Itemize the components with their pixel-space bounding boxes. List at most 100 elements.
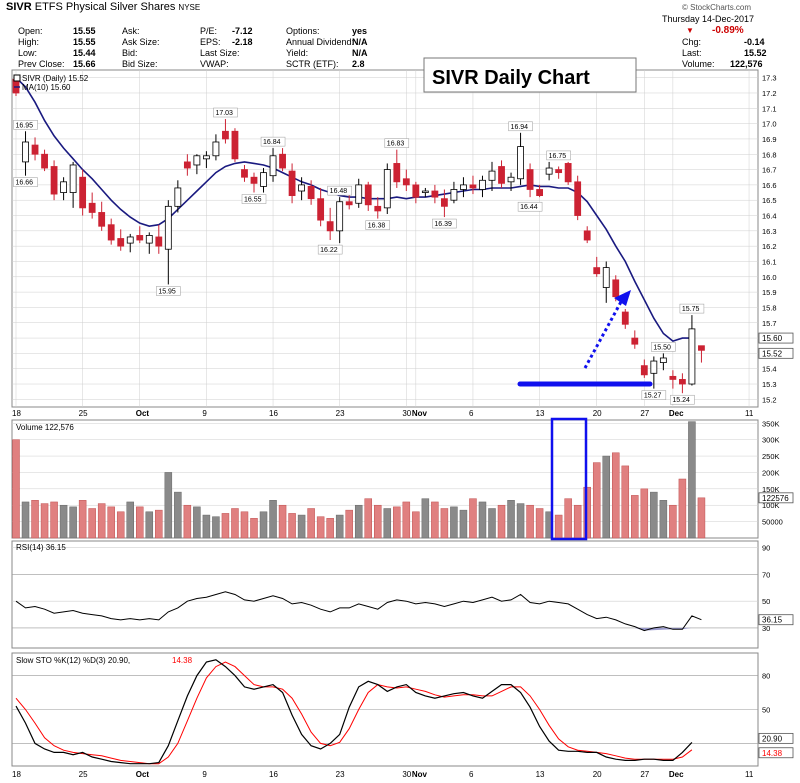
candle-body <box>88 202 96 213</box>
sto-k-line <box>15 659 693 765</box>
candle-body <box>555 169 563 174</box>
x-axis-label: Nov <box>412 770 428 779</box>
ma-last-tag-box <box>758 332 794 344</box>
candle-body <box>621 311 629 325</box>
volume-bar <box>307 508 315 539</box>
volume-bar <box>78 500 87 539</box>
volume-bar <box>631 495 639 539</box>
x-axis-label: 6 <box>469 770 474 779</box>
price-value-label: 16.48 <box>330 188 348 195</box>
volume-last-tag: 122576 <box>762 494 789 503</box>
ma-legend: MA(10) 15.60 <box>22 83 71 92</box>
x-axis-label: 18 <box>12 770 21 779</box>
x-axis-label: Oct <box>136 770 150 779</box>
candle-body <box>345 201 353 206</box>
candle-body <box>193 155 201 166</box>
ticker-symbol: SIVR <box>6 1 32 13</box>
volume-tick-label: 100K <box>762 501 780 510</box>
x-axis-label: 25 <box>79 770 88 779</box>
candle-body <box>564 163 572 183</box>
candle-body <box>222 130 229 140</box>
volume-bar <box>669 504 677 539</box>
volume-bar <box>612 452 620 539</box>
quote-date: Thursday 14-Dec-2017 <box>662 14 755 24</box>
x-axis-label: 23 <box>336 770 345 779</box>
ticker-exchange: NYSE <box>178 3 201 12</box>
volume-tick-label: 300K <box>762 436 780 445</box>
x-axis-label: 9 <box>202 770 207 779</box>
sto-tick-label: 50 <box>762 706 770 715</box>
price-value-label: 15.50 <box>653 344 671 351</box>
price-tick-label: 15.7 <box>762 319 777 328</box>
volume-bar <box>297 514 306 539</box>
price-label-box <box>365 220 391 230</box>
candle-body <box>679 379 686 385</box>
quote-row: EPS: -2.18 <box>200 37 253 47</box>
volume-bar <box>288 513 296 539</box>
volume-last-tag-box <box>758 492 794 504</box>
price-value-label: 15.75 <box>682 306 700 313</box>
price-tick-label: 15.8 <box>762 303 777 312</box>
price-label-box <box>679 303 705 314</box>
price-value-label: 16.22 <box>320 247 338 254</box>
volume-bar <box>21 501 30 539</box>
candle-body <box>498 166 505 184</box>
x-axis-label: Nov <box>412 409 428 418</box>
candle-body <box>640 365 648 376</box>
quote-row: SCTR (ETF): 2.8 <box>286 59 365 69</box>
candle-body <box>183 161 191 169</box>
x-axis-label: 20 <box>593 770 602 779</box>
volume-bar <box>59 504 68 539</box>
x-axis-label: 13 <box>536 409 545 418</box>
candle-body <box>250 176 258 184</box>
candle-body <box>298 184 306 192</box>
candle-body <box>393 163 401 183</box>
candle-body <box>117 238 125 247</box>
rsi-last-tag: 36.15 <box>762 616 783 625</box>
candle-body <box>593 267 601 275</box>
price-value-label: 15.27 <box>644 393 662 400</box>
volume-bar <box>193 506 201 539</box>
volume-bar <box>316 516 325 539</box>
candle-body <box>326 221 334 232</box>
x-axis-label: 20 <box>593 409 602 418</box>
price-label-box <box>546 150 571 161</box>
candle-body <box>155 236 163 247</box>
quote-col-2: Ask: Ask Size: Bid: Bid Size: <box>122 26 160 70</box>
candle-body <box>241 169 248 178</box>
price-tick-label: 15.2 <box>762 395 777 404</box>
volume-bar <box>592 462 601 539</box>
volume-bar <box>374 504 382 539</box>
volume-bar <box>50 501 58 539</box>
down-arrow-icon: ▼ <box>686 26 694 35</box>
volume-bar <box>516 503 525 539</box>
volume-bar <box>688 421 696 539</box>
volume-bar <box>459 509 468 539</box>
volume-bar <box>526 504 534 539</box>
candle-body <box>269 155 277 177</box>
volume-bar <box>183 504 192 539</box>
rsi-panel <box>11 540 759 649</box>
quote-row: Last Size: <box>200 48 240 58</box>
candle-body <box>583 230 591 241</box>
price-value-label: 16.95 <box>16 122 34 129</box>
price-tick-label: 16.1 <box>762 257 777 266</box>
change-percent: -0.89% <box>712 25 744 36</box>
candle-body <box>431 190 439 198</box>
candle-body <box>612 279 620 298</box>
volume-bar <box>164 472 173 539</box>
volume-bar <box>240 511 249 539</box>
candle-body <box>517 146 524 180</box>
price-value-label: 16.44 <box>520 204 538 211</box>
volume-tick-label: 200K <box>762 468 780 477</box>
candle-body <box>107 224 115 241</box>
candle-body <box>69 164 77 193</box>
volume-bar <box>354 504 363 539</box>
price-label-box <box>670 394 695 405</box>
candle-body <box>202 155 210 160</box>
sto-legend-bg <box>14 655 202 665</box>
volume-bar <box>383 508 392 539</box>
x-axis-label: 11 <box>745 770 754 779</box>
quote-row: Annual Dividend: N/A <box>286 37 368 47</box>
volume-bar <box>440 508 449 539</box>
